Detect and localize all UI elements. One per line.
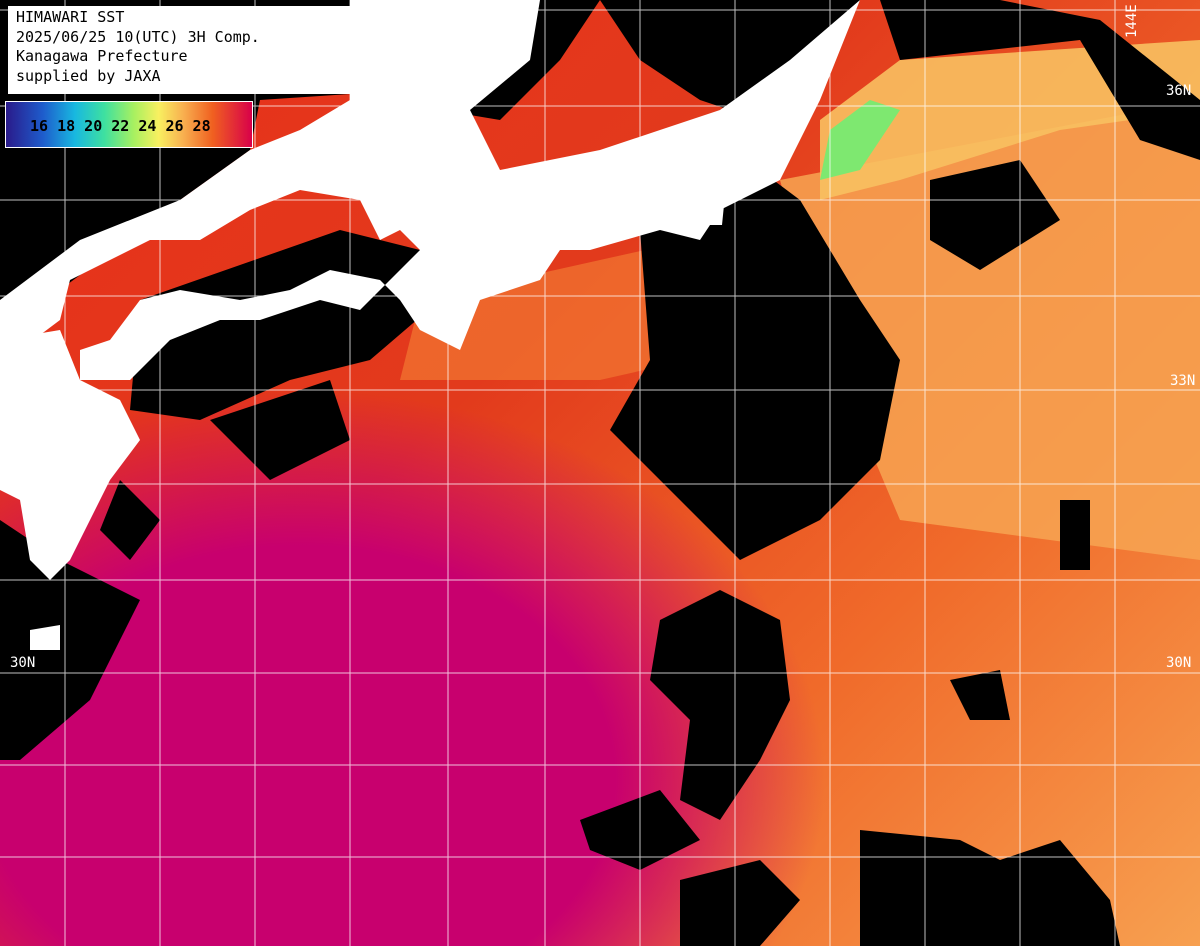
title-box: HIMAWARI SST 2025/06/25 10(UTC) 3H Comp.… (8, 6, 351, 94)
lon-144-label: 144E (1124, 4, 1140, 38)
cool-water-northeast (780, 100, 1200, 560)
izu-islands (708, 195, 725, 225)
tanegashima (30, 625, 60, 650)
title-line-3: Kanagawa Prefecture (16, 47, 188, 65)
legend-labels: 16 18 20 22 24 26 28 (30, 117, 211, 135)
title-line-4: supplied by JAXA (16, 66, 161, 85)
cold-coastal-strip (820, 100, 900, 180)
kyushu (0, 330, 140, 580)
land (0, 0, 860, 650)
title-line-2: 2025/06/25 10(UTC) 3H Comp. (16, 27, 260, 46)
lat-30-right-label: 30N (1166, 655, 1191, 671)
lon-138-label: 138E (484, 0, 500, 22)
lat-33-right-label: 33N (1170, 373, 1195, 389)
temperature-legend: 16 18 20 22 24 26 28 (5, 101, 253, 148)
lat-36-label: 36N (1166, 83, 1191, 99)
title-line-1: HIMAWARI SST (16, 8, 125, 26)
lat-33-left-label: 33 (8, 374, 25, 390)
lat-30-left-label: 30N (10, 655, 35, 671)
honshu (0, 0, 860, 380)
